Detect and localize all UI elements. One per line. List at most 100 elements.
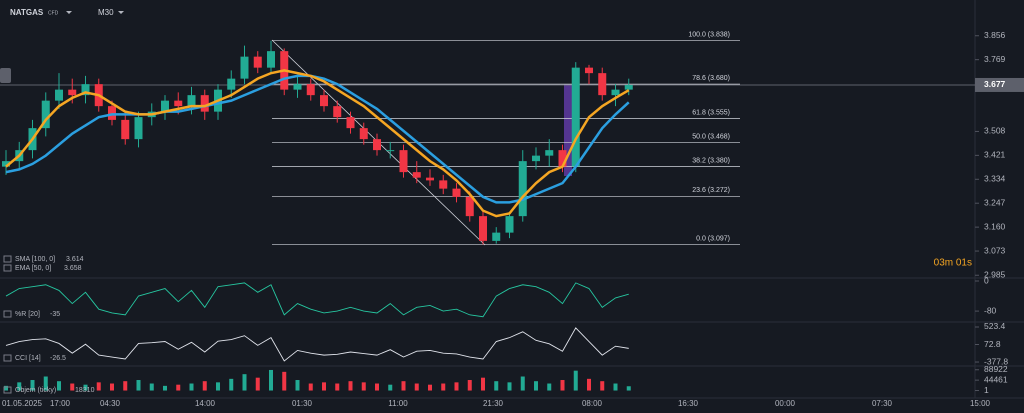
candle-body	[465, 196, 474, 217]
volume-bar	[467, 380, 472, 391]
candle-body	[174, 100, 183, 107]
drawing-handle[interactable]	[0, 68, 11, 83]
legend-value: 3.614	[66, 256, 84, 263]
pane-value: 18310	[75, 387, 95, 394]
volume-bar	[295, 380, 300, 391]
y-tick-label: 1	[984, 385, 989, 395]
candle-body	[359, 128, 368, 140]
candle-body	[439, 180, 448, 189]
volume-bar	[401, 381, 406, 391]
candle-body	[399, 150, 408, 173]
y-tick-label: 2.985	[984, 270, 1006, 280]
volume-bar	[30, 380, 35, 391]
dropdown-arrow[interactable]	[66, 11, 72, 14]
volume-bar	[149, 383, 154, 391]
candle-body	[505, 216, 514, 233]
dropdown-arrow[interactable]	[118, 11, 124, 14]
volume-bar	[269, 369, 273, 391]
y-tick-label: 3.508	[984, 126, 1006, 136]
volume-bar	[163, 385, 167, 391]
y-tick-label: -80	[984, 305, 997, 315]
x-tick-label: 15:00	[970, 399, 991, 408]
candle-body	[585, 67, 593, 74]
volume-bar	[428, 384, 432, 391]
volume-bar	[375, 383, 379, 391]
volume-bar	[70, 383, 75, 391]
volume-bar	[335, 383, 340, 391]
volume-bar	[242, 374, 247, 391]
y-tick-label: 3.160	[984, 221, 1006, 231]
candle-body	[2, 161, 10, 167]
volume-bar	[520, 376, 525, 391]
volume-bar	[282, 371, 287, 391]
y-tick-label: 3.856	[984, 30, 1006, 40]
x-tick-label: 16:30	[678, 399, 699, 408]
candle-body	[558, 150, 567, 167]
candle-body	[320, 95, 328, 107]
legend-icon	[3, 310, 12, 318]
volume-bar	[613, 383, 618, 391]
x-tick-label: 11:00	[388, 399, 408, 408]
last-price: 3.677	[984, 79, 1006, 89]
volume-bar	[136, 380, 141, 391]
volume-bar	[587, 378, 591, 391]
x-tick-label: 14:00	[195, 399, 216, 408]
candle-body	[532, 155, 540, 162]
pane-name: Objem (ticky)	[15, 387, 56, 394]
volume-bar	[626, 386, 631, 391]
legend-name: SMA [100, 0]	[15, 256, 55, 263]
volume-bar	[229, 378, 234, 391]
volume-bar	[534, 381, 538, 391]
candle-body	[267, 51, 275, 68]
pane-separators	[0, 0, 1024, 399]
candle-body	[426, 177, 434, 181]
candle-body	[306, 84, 315, 96]
y-tick-label: 3.421	[984, 150, 1006, 160]
candle-body	[161, 100, 169, 112]
candle-body	[81, 84, 90, 96]
volume-bar	[17, 382, 22, 391]
candle-body	[624, 84, 633, 90]
candle-body	[253, 56, 262, 68]
x-tick-label: 04:30	[100, 399, 121, 408]
legend-icon	[3, 354, 12, 362]
y-tick-label: 44461	[984, 374, 1008, 384]
y-tick-label: 3.769	[984, 54, 1006, 64]
candle-body	[68, 89, 77, 96]
fib-label: 50.0 (3.468)	[692, 133, 730, 140]
volume-bar	[481, 377, 485, 391]
pane-name: CCI [14]	[15, 355, 41, 362]
y-tick-label: -377.8	[984, 356, 1008, 366]
timeframe[interactable]: M30	[98, 8, 114, 17]
volume-bar	[494, 381, 499, 391]
candle-body	[492, 232, 501, 241]
candle-body	[479, 216, 487, 241]
fib-label: 78.6 (3.680)	[692, 75, 730, 82]
fib-label: 0.0 (3.097)	[696, 235, 730, 242]
volume-bar	[414, 383, 419, 391]
highlight-box	[564, 84, 572, 176]
countdown: 03m 01s	[934, 258, 972, 269]
legend-name: EMA [50, 0]	[15, 265, 51, 272]
candle-body	[227, 78, 236, 90]
indicator-line	[5, 74, 630, 204]
x-tick-label: 21:30	[483, 399, 504, 408]
x-tick-label: 08:00	[582, 399, 603, 408]
indicator-line	[5, 69, 630, 218]
candle-body	[518, 161, 527, 217]
volume-bar	[123, 381, 128, 391]
symbol[interactable]: NATGAS	[10, 8, 44, 17]
volume-bar	[361, 382, 366, 391]
volume-bar	[189, 383, 194, 391]
fib-label: 100.0 (3.838)	[688, 32, 730, 39]
volume-bar	[83, 384, 88, 391]
x-tick-label: 07:30	[872, 399, 893, 408]
y-tick-label: 523.4	[984, 321, 1006, 331]
last-price-box	[975, 77, 1024, 92]
volume-bar	[202, 381, 207, 391]
candle-body	[200, 95, 209, 112]
fib-label: 61.8 (3.555)	[692, 109, 730, 116]
y-tick-label: 72.8	[984, 339, 1001, 349]
